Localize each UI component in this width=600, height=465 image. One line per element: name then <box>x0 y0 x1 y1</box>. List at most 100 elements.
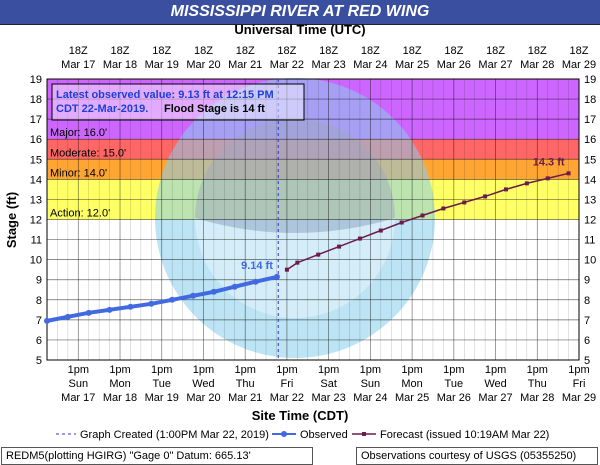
bottom-tick-time: 1pm <box>527 364 548 376</box>
y-tick-label: 10 <box>30 255 42 267</box>
bottom-tick-date: Mar 18 <box>103 392 137 404</box>
observed-line <box>46 274 278 323</box>
top-tick-date: Mar 29 <box>562 59 596 71</box>
forecast-point <box>357 236 362 241</box>
y-tick-label-right: 5 <box>584 355 590 367</box>
legend-graph-created-label: Graph Created (1:00PM Mar 22, 2019) <box>80 429 269 441</box>
y-tick-label-right: 9 <box>584 275 590 287</box>
y-tick-label: 8 <box>36 295 42 307</box>
y-tick-label: 9 <box>36 275 42 287</box>
top-tick-date: Mar 28 <box>520 59 554 71</box>
bottom-tick-time: 1pm <box>193 364 214 376</box>
bottom-tick-time: 1pm <box>109 364 130 376</box>
bottom-tick-day: Wed <box>484 378 506 390</box>
bottom-tick-day: Tue <box>445 378 464 390</box>
forecast-point <box>566 171 571 176</box>
legend-observed-label: Observed <box>300 429 348 441</box>
bottom-tick-date: Mar 29 <box>562 392 596 404</box>
y-tick-label-right: 11 <box>584 235 595 247</box>
flood-stage-note: Flood Stage is 14 ft <box>164 103 265 115</box>
y-tick-label-right: 16 <box>584 134 596 146</box>
y-tick-label: 19 <box>30 74 42 86</box>
y-tick-label: 14 <box>30 174 42 186</box>
legend-forecast-marker <box>362 432 366 436</box>
y-tick-label-right: 17 <box>584 114 596 126</box>
top-tick-hour: 18Z <box>152 45 171 57</box>
bottom-tick-time: 1pm <box>401 364 422 376</box>
y-tick-label-right: 12 <box>584 215 596 227</box>
observed-point <box>148 300 155 307</box>
bottom-tick-date: Mar 23 <box>312 392 346 404</box>
top-tick-hour: 18Z <box>111 45 130 57</box>
chart-title: MISSISSIPPI RIVER AT RED WING <box>0 0 600 25</box>
x-axis-title: Site Time (CDT) <box>252 408 349 423</box>
bottom-tick-date: Mar 27 <box>478 392 512 404</box>
observed-latest-label: 9.14 ft <box>241 260 273 272</box>
top-tick-date: Mar 18 <box>103 59 137 71</box>
flood-category-label: Moderate: 15.0' <box>50 147 126 159</box>
bottom-tick-time: 1pm <box>443 364 464 376</box>
bottom-tick-day: Thu <box>236 378 255 390</box>
plot-border <box>46 78 580 361</box>
bottom-tick-time: 1pm <box>318 364 339 376</box>
bottom-tick-day: Mon <box>109 378 130 390</box>
observed-point <box>190 292 197 299</box>
bottom-tick-day: Thu <box>528 378 547 390</box>
y-tick-label: 5 <box>36 355 42 367</box>
bottom-tick-date: Mar 28 <box>520 392 554 404</box>
bottom-tick-day: Sat <box>320 378 337 390</box>
y-tick-label: 16 <box>30 134 42 146</box>
forecast-point <box>503 187 508 192</box>
latest-value-box <box>51 83 305 121</box>
forecast-crest-label: 14.3 ft <box>533 156 565 168</box>
legend-forecast-label: Forecast (issued 10:19AM Mar 22) <box>380 429 549 441</box>
top-tick-date: Mar 20 <box>186 59 220 71</box>
top-tick-date: Mar 22 <box>270 59 304 71</box>
observed-point <box>44 317 50 324</box>
forecast-point <box>483 194 488 199</box>
top-tick-hour: 18Z <box>528 45 547 57</box>
observations-credit-footer: Observations courtesy of USGS (05355250) <box>356 447 598 465</box>
bottom-tick-date: Mar 26 <box>437 392 471 404</box>
top-tick-date: Mar 27 <box>478 59 512 71</box>
forecast-point <box>284 267 289 272</box>
top-tick-date: Mar 17 <box>61 59 95 71</box>
flood-category-label: Major: 16.0' <box>50 127 107 139</box>
latest-value-date: CDT 22-Mar-2019. <box>56 103 148 115</box>
bottom-tick-day: Fri <box>281 378 294 390</box>
y-tick-label: 11 <box>31 235 42 247</box>
flood-category-label: Minor: 14.0' <box>50 167 107 179</box>
y-tick-label: 12 <box>30 215 42 227</box>
y-tick-label-right: 14 <box>584 174 596 186</box>
observed-point <box>85 309 92 316</box>
observed-point <box>64 313 71 320</box>
forecast-point <box>295 260 300 265</box>
bottom-tick-time: 1pm <box>568 364 589 376</box>
top-tick-hour: 18Z <box>194 45 213 57</box>
bottom-tick-date: Mar 22 <box>270 392 304 404</box>
observed-point <box>127 303 134 310</box>
y-axis-title: Stage (ft) <box>4 192 19 248</box>
bottom-tick-day: Tue <box>152 378 171 390</box>
y-tick-label: 18 <box>30 94 42 106</box>
y-tick-label-right: 7 <box>584 315 590 327</box>
bottom-tick-time: 1pm <box>234 364 255 376</box>
top-axis-title: Universal Time (UTC) <box>234 22 365 37</box>
y-tick-label-right: 18 <box>584 94 596 106</box>
top-tick-hour: 18Z <box>403 45 422 57</box>
bottom-tick-time: 1pm <box>485 364 506 376</box>
observed-point <box>231 283 238 290</box>
bottom-tick-date: Mar 19 <box>145 392 179 404</box>
top-tick-hour: 18Z <box>236 45 255 57</box>
latest-value-line: Latest observed value: 9.13 ft at 12:15 … <box>56 89 274 101</box>
bottom-tick-date: Mar 20 <box>186 392 220 404</box>
top-tick-hour: 18Z <box>69 45 88 57</box>
forecast-point <box>441 206 446 211</box>
bottom-tick-date: Mar 17 <box>61 392 95 404</box>
datum-footer: REDM5(plotting HGIRG) "Gage 0" Datum: 66… <box>1 447 313 465</box>
forecast-point <box>420 213 425 218</box>
top-tick-date: Mar 26 <box>437 59 471 71</box>
bottom-tick-day: Mon <box>401 378 422 390</box>
y-tick-label: 6 <box>36 335 42 347</box>
bottom-tick-day: Sun <box>361 378 381 390</box>
